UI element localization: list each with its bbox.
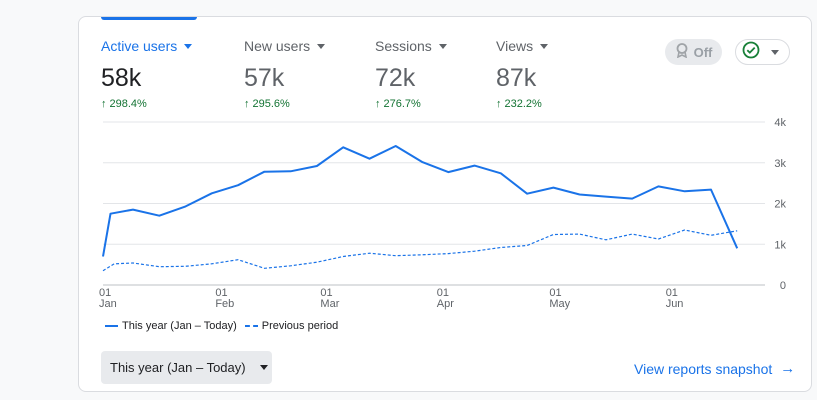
metric-change: 295.6% bbox=[252, 98, 290, 110]
metric-change: 298.4% bbox=[109, 98, 147, 110]
metric-label: Sessions bbox=[375, 38, 432, 54]
series-line-this-year bbox=[102, 145, 739, 257]
x-tick-day-label: 01 bbox=[99, 287, 111, 299]
caret-down-icon bbox=[184, 43, 193, 49]
x-tick-day-label: 01 bbox=[549, 287, 561, 299]
dashed-line-swatch bbox=[244, 325, 258, 327]
metric-label: Views bbox=[496, 38, 534, 54]
date-range-label: This year (Jan – Today) bbox=[110, 360, 246, 375]
view-reports-snapshot-link[interactable]: View reports snapshot → bbox=[634, 360, 795, 377]
metric-label: New users bbox=[244, 38, 311, 54]
date-range-select[interactable]: This year (Jan – Today) bbox=[101, 351, 272, 384]
x-tick-month-label: May bbox=[549, 298, 570, 310]
series-line-previous-period bbox=[102, 229, 738, 272]
metric-tab-sessions[interactable]: Sessions 72k ↑ 276.7% bbox=[375, 37, 447, 111]
metric-value: 87k bbox=[496, 64, 537, 92]
metric-value: 57k bbox=[244, 64, 285, 92]
solid-line-swatch bbox=[105, 325, 118, 327]
active-tab-indicator bbox=[101, 17, 197, 20]
x-tick-day-label: 01 bbox=[215, 287, 227, 299]
overview-card: Active users 58k ↑ 298.4% New users 57k … bbox=[78, 16, 812, 392]
data-quality-dropdown[interactable] bbox=[735, 39, 790, 65]
metric-label: Active users bbox=[101, 38, 178, 54]
arrow-up-icon: ↑ bbox=[101, 98, 107, 110]
caret-down-icon bbox=[540, 43, 549, 49]
x-tick-month-label: Feb bbox=[215, 298, 234, 310]
legend-item-previous-period: Previous period bbox=[244, 320, 339, 332]
legend-item-this-year: This year (Jan – Today) bbox=[105, 320, 237, 332]
chart-legend: This year (Jan – Today) Previous period bbox=[105, 320, 346, 332]
insights-toggle[interactable]: Off bbox=[665, 39, 722, 65]
x-tick-month-label: Jun bbox=[666, 298, 684, 310]
metric-value: 72k bbox=[375, 64, 416, 92]
caret-down-icon bbox=[317, 43, 326, 49]
arrow-up-icon: ↑ bbox=[244, 98, 250, 110]
caret-down-icon bbox=[771, 49, 779, 55]
arrow-up-icon: ↑ bbox=[375, 98, 381, 110]
toggle-label: Off bbox=[693, 44, 713, 60]
metric-change: 232.2% bbox=[504, 98, 542, 110]
x-tick-day-label: 01 bbox=[666, 287, 678, 299]
arrow-right-icon: → bbox=[780, 360, 796, 377]
y-tick-label: 1k bbox=[774, 239, 786, 251]
metric-change: 276.7% bbox=[383, 98, 421, 110]
caret-down-icon bbox=[438, 43, 447, 49]
view-link-label: View reports snapshot bbox=[634, 360, 773, 377]
legend-label: Previous period bbox=[261, 320, 339, 332]
legend-label: This year (Jan – Today) bbox=[122, 320, 237, 332]
metric-tab-active-users[interactable]: Active users 58k ↑ 298.4% bbox=[101, 37, 193, 111]
metric-tab-new-users[interactable]: New users 57k ↑ 295.6% bbox=[244, 37, 326, 111]
y-tick-label: 3k bbox=[774, 158, 786, 170]
metric-tab-views[interactable]: Views 87k ↑ 232.2% bbox=[496, 37, 549, 111]
y-tick-label: 2k bbox=[774, 199, 786, 211]
caret-down-icon bbox=[259, 365, 268, 370]
award-icon bbox=[675, 43, 689, 61]
y-tick-label: 0 bbox=[780, 280, 786, 292]
x-tick-day-label: 01 bbox=[437, 287, 449, 299]
x-tick-month-label: Jan bbox=[99, 298, 117, 310]
x-tick-month-label: Apr bbox=[437, 298, 454, 310]
x-tick-month-label: Mar bbox=[320, 298, 339, 310]
y-tick-label: 4k bbox=[774, 117, 786, 129]
x-tick-day-label: 01 bbox=[320, 287, 332, 299]
metric-value: 58k bbox=[101, 64, 142, 92]
arrow-up-icon: ↑ bbox=[496, 98, 502, 110]
check-circle-icon bbox=[742, 41, 760, 64]
